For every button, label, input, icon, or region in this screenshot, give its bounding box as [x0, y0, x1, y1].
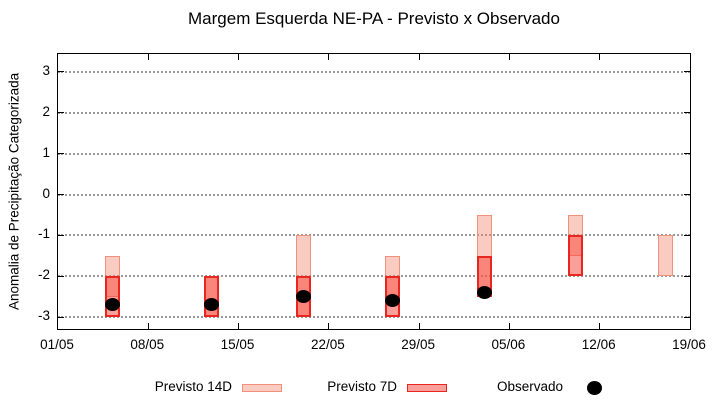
y-tick-label: -1 [37, 226, 50, 242]
axis-tick [238, 323, 240, 329]
axis-tick [684, 316, 690, 318]
y-tick-label: 3 [42, 62, 50, 78]
axis-tick [418, 323, 420, 329]
bar-previsto-7d [105, 276, 121, 318]
legend-label: Observado [496, 379, 563, 394]
y-tick-label: 0 [42, 185, 50, 201]
axis-tick [328, 323, 330, 329]
axis-tick [684, 71, 690, 73]
axis-tick [684, 194, 690, 196]
chart-title: Margem Esquerda NE-PA - Previsto x Obser… [188, 9, 560, 28]
axis-tick [599, 54, 601, 60]
axis-tick [58, 71, 64, 73]
x-tick-label: 15/05 [220, 337, 255, 352]
legend-label: Previsto 14D [154, 379, 232, 394]
x-tick-label: 05/06 [491, 337, 526, 352]
axis-tick [684, 234, 690, 236]
axis-tick [58, 275, 64, 277]
bar-previsto-7d [568, 235, 584, 277]
y-tick-label: -3 [37, 308, 50, 324]
axis-tick [58, 234, 64, 236]
x-tick-label: 12/06 [581, 337, 616, 352]
axis-tick [684, 275, 690, 277]
y-tick-label: -2 [37, 267, 50, 283]
legend-swatch-previsto_7d [407, 384, 447, 392]
axis-tick [147, 54, 149, 60]
axis-tick [328, 54, 330, 60]
bar-previsto-14d [657, 235, 673, 277]
observado-dot [105, 298, 121, 312]
axis-tick [508, 323, 510, 329]
gridline [58, 234, 690, 237]
axis-tick [599, 323, 601, 329]
gridline [58, 70, 690, 73]
y-tick-label: 1 [42, 144, 50, 160]
axis-tick [58, 194, 64, 196]
gridline [58, 316, 690, 319]
gridline [58, 111, 690, 114]
axis-tick [418, 54, 420, 60]
axis-tick [684, 153, 690, 155]
gridline [58, 193, 690, 196]
gridline [58, 152, 690, 155]
axis-tick [58, 153, 64, 155]
plot-area [57, 53, 691, 330]
legend-observado-dot [586, 381, 602, 395]
y-tick-label: 2 [42, 103, 50, 119]
axis-tick [684, 112, 690, 114]
x-tick-label: 29/05 [401, 337, 436, 352]
axis-tick [58, 112, 64, 114]
axis-tick [147, 323, 149, 329]
x-tick-label: 01/05 [40, 337, 74, 352]
x-tick-label: 19/06 [672, 337, 706, 352]
legend-label: Previsto 7D [327, 379, 397, 394]
axis-tick [508, 54, 510, 60]
x-tick-label: 08/05 [130, 337, 165, 352]
legend-swatch-previsto_14d [242, 384, 282, 392]
observado-dot [384, 294, 400, 308]
axis-tick [238, 54, 240, 60]
gridline [58, 275, 690, 278]
x-tick-label: 22/05 [310, 337, 345, 352]
observado-dot [203, 298, 219, 312]
observado-dot [295, 290, 311, 304]
observado-dot [477, 286, 493, 300]
axis-tick [58, 316, 64, 318]
